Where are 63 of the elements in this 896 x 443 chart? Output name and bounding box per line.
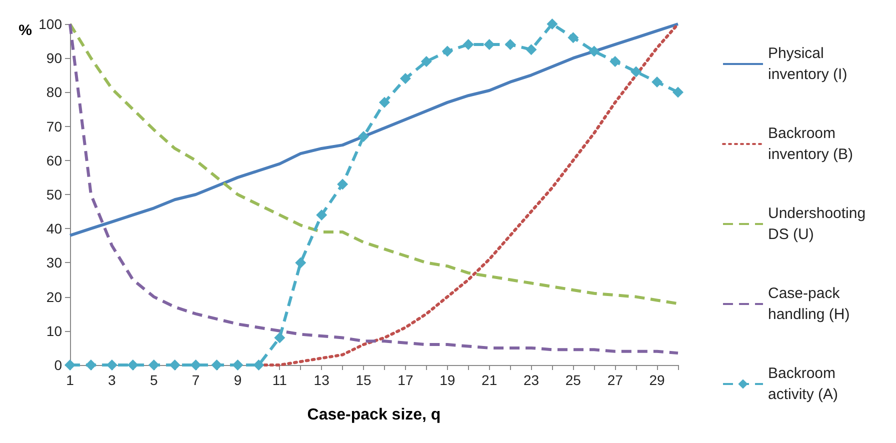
point <box>526 44 537 56</box>
x-tick-label: 7 <box>192 372 200 388</box>
point <box>546 18 558 30</box>
point <box>672 86 684 98</box>
point <box>442 46 453 57</box>
y-tick-label: 80 <box>46 84 62 100</box>
y-tick-label: 90 <box>46 50 62 66</box>
x-tick-label: 19 <box>440 372 456 388</box>
point <box>232 360 244 370</box>
point <box>504 38 516 50</box>
legend-label: Case-pack handling (H) <box>768 285 850 323</box>
x-tick-label: 21 <box>482 372 498 388</box>
point <box>400 73 411 84</box>
point <box>337 178 348 190</box>
legend-label: Undershooting DS (U) <box>768 205 870 243</box>
legend-label: Physical inventory (I) <box>768 45 848 83</box>
point <box>274 332 286 344</box>
x-tick-label: 13 <box>314 372 330 388</box>
point <box>85 360 96 370</box>
point <box>253 360 264 370</box>
y-axis-title: % <box>18 22 32 39</box>
x-tick-label: 9 <box>234 372 242 388</box>
x-axis-title: Case-pack size, q <box>307 406 441 424</box>
point <box>295 257 306 268</box>
x-tick-label: 11 <box>272 372 288 388</box>
y-tick-label: 50 <box>46 186 62 202</box>
x-tick-label: 29 <box>649 372 666 388</box>
x-tick-label: 17 <box>398 372 414 388</box>
point <box>64 360 76 370</box>
line-series <box>68 22 680 237</box>
point <box>378 96 390 108</box>
x-tick-label: 27 <box>607 372 624 388</box>
y-tick-label: 100 <box>38 16 62 32</box>
point <box>652 76 663 88</box>
point <box>588 46 600 57</box>
point <box>190 360 202 370</box>
point <box>630 66 642 78</box>
y-tick-label: 40 <box>46 220 62 237</box>
point <box>358 131 370 142</box>
point <box>211 360 222 370</box>
point <box>127 360 138 370</box>
x-tick-label: 25 <box>565 372 582 388</box>
point <box>169 360 180 370</box>
legend-label: Backroom inventory (B) <box>768 125 854 163</box>
y-tick-label: 30 <box>46 254 62 271</box>
x-tick-label: 23 <box>523 372 540 388</box>
point <box>484 38 495 50</box>
y-tick-label: 60 <box>46 152 62 168</box>
point <box>568 32 579 44</box>
x-tick-label: 1 <box>66 372 74 388</box>
legend-label: Backroom activity (A) <box>768 365 840 403</box>
x-tick-label: 5 <box>150 372 158 388</box>
y-tick-label: 0 <box>54 357 62 373</box>
x-tick-label: 3 <box>108 372 116 388</box>
point <box>610 56 621 68</box>
point <box>316 209 328 220</box>
point <box>420 56 432 68</box>
x-tick-label: 15 <box>356 372 372 388</box>
point <box>148 360 160 370</box>
y-tick-label: 20 <box>46 288 62 305</box>
point <box>462 38 474 50</box>
y-tick-label: 70 <box>46 118 62 134</box>
y-tick-label: 10 <box>46 322 62 339</box>
